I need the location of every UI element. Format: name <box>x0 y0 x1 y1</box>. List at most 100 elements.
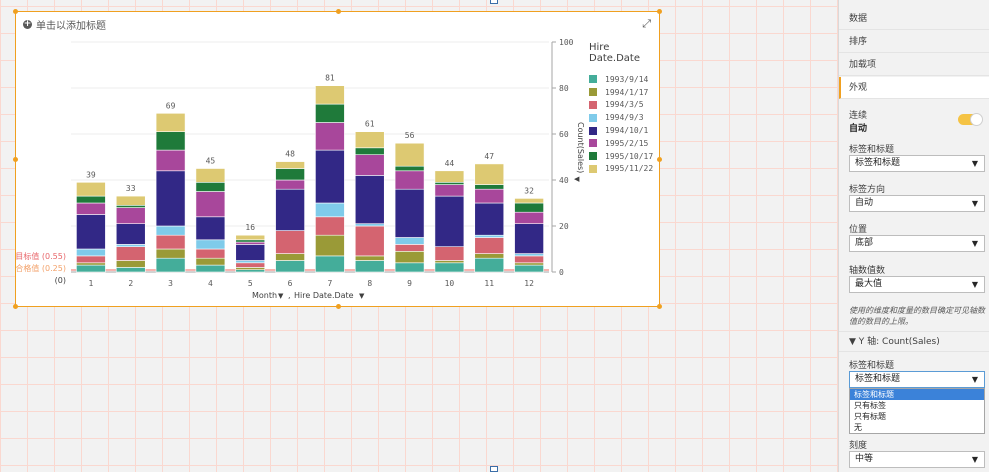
bar-segment <box>275 161 305 169</box>
continuous-toggle[interactable] <box>958 113 983 126</box>
bar-segment <box>155 257 186 273</box>
legend-item[interactable]: 1994/9/3 <box>589 111 659 124</box>
bar-chart-object[interactable]: + 单击以添加标题 ⤢ 目标值 (0.55) 合格值 (0.25) (0) 39 33… <box>13 9 662 309</box>
legend-item[interactable]: 1994/1/17 <box>589 86 659 99</box>
legend-swatch <box>589 164 597 173</box>
bar-segment <box>394 244 425 252</box>
legend-item[interactable]: 1994/3/5 <box>589 99 659 112</box>
chevron-down-icon: ▼ <box>971 280 978 289</box>
resize-handle[interactable] <box>657 157 662 162</box>
reference-line-label: 目标值 (0.55) <box>16 251 66 261</box>
bar-segment <box>76 264 106 273</box>
scale-select[interactable]: 中等 ▼ <box>849 451 985 468</box>
chevron-down-icon: ▼ <box>971 239 978 248</box>
resize-handle[interactable] <box>336 9 341 14</box>
total-label: 47 <box>484 152 494 161</box>
axis-values-select[interactable]: 最大值 ▼ <box>849 276 985 293</box>
legend-label: 1994/10/1 <box>605 126 649 136</box>
bar-segment <box>115 267 146 273</box>
continuous-label: 连续 <box>849 111 868 121</box>
position-select[interactable]: 底部 ▼ <box>849 235 985 252</box>
bar-segment <box>195 248 226 259</box>
legend-item[interactable]: 1995/10/17 <box>589 150 659 163</box>
chevron-down-icon: ▼ <box>359 292 365 300</box>
bar-segment <box>315 103 345 123</box>
sheet-canvas[interactable]: + 单击以添加标题 ⤢ 目标值 (0.55) 合格值 (0.25) (0) 39 33… <box>0 0 838 472</box>
dropdown-option[interactable]: 只有标签 <box>854 401 886 410</box>
chevron-down-icon: ▼ <box>971 199 978 208</box>
total-label: 33 <box>126 184 136 193</box>
y-labels-and-title-select[interactable]: 标签和标题 ▼ <box>849 371 985 388</box>
expand-icon[interactable]: ⤢ <box>642 17 651 30</box>
bar-segment <box>76 214 106 250</box>
labels-and-title-label: 标签和标题 <box>849 145 895 155</box>
bar-segment <box>155 248 186 259</box>
section-tab-3[interactable]: 外观 <box>839 77 989 99</box>
resize-handle[interactable] <box>13 9 18 14</box>
labels-and-title-select[interactable]: 标签和标题 ▼ <box>849 155 985 172</box>
plus-circle-icon[interactable]: + <box>23 19 32 29</box>
dropdown-option[interactable]: 无 <box>854 423 862 432</box>
bar-segment <box>514 198 544 204</box>
chart-title-row[interactable]: + 单击以添加标题 <box>23 17 106 32</box>
legend-label: 1994/1/17 <box>605 87 649 97</box>
resize-handle[interactable] <box>13 304 18 309</box>
bar-segment <box>235 267 266 270</box>
reference-lines: 目标值 (0.55) 合格值 (0.25) (0) <box>16 251 549 285</box>
legend-swatch <box>589 126 597 135</box>
bar-segment <box>474 234 505 238</box>
bar-segment <box>115 246 146 261</box>
bar-segment <box>76 195 106 204</box>
bar-segment <box>354 223 385 227</box>
bar-segment <box>315 216 345 236</box>
legend-item[interactable]: 1995/11/22 <box>589 163 659 176</box>
label-orientation-select[interactable]: 自动 ▼ <box>849 195 985 212</box>
y-labels-and-title-value: 标签和标题 <box>855 374 901 384</box>
total-label: 44 <box>445 159 455 168</box>
bar-segment <box>434 184 465 197</box>
legend-item[interactable]: 1993/9/14 <box>589 73 659 86</box>
legend-swatch <box>589 113 597 122</box>
bar-segment <box>514 255 544 264</box>
bar-segment <box>394 262 425 273</box>
x-dimension-label: Month <box>252 291 277 300</box>
x-tick-label: 1 <box>89 279 94 288</box>
y-axis-title: Count(Sales) <box>576 122 585 173</box>
legend-label: 1993/9/14 <box>605 74 649 84</box>
label-orientation-label: 标签方向 <box>849 185 886 195</box>
y-axis-section-header[interactable]: ▼ Y 轴: Count(Sales) <box>839 331 989 352</box>
bar-segment <box>514 223 544 254</box>
x-tick-label: 5 <box>248 279 253 288</box>
position-label: 位置 <box>849 225 868 235</box>
resize-handle[interactable] <box>657 304 662 309</box>
legend-item[interactable]: 1994/10/1 <box>589 124 659 137</box>
legend-swatch <box>589 152 597 161</box>
resize-handle[interactable] <box>13 157 18 162</box>
section-tab-0[interactable]: 数据 <box>839 8 989 30</box>
bar-segment <box>195 216 226 241</box>
bar-segment <box>474 188 505 204</box>
bar-segment <box>315 85 345 105</box>
legend-label: 1995/11/22 <box>605 164 654 174</box>
dropdown-option[interactable]: 标签和标题 <box>850 389 984 400</box>
section-tab-1[interactable]: 排序 <box>839 31 989 53</box>
total-label: 56 <box>405 131 415 140</box>
total-label: 45 <box>206 157 216 166</box>
section-tab-2[interactable]: 加载项 <box>839 54 989 76</box>
total-label: 16 <box>245 223 255 232</box>
bar-segment <box>155 131 186 151</box>
resize-handle[interactable] <box>336 304 341 309</box>
bar-segment <box>394 188 425 238</box>
bar-segment <box>235 234 266 241</box>
legend-label: 1995/2/15 <box>605 138 649 148</box>
chart-title-placeholder[interactable]: 单击以添加标题 <box>36 21 106 32</box>
canvas-bottom-handle[interactable] <box>490 466 498 472</box>
toggle-knob[interactable] <box>970 113 983 126</box>
bar-segment <box>115 207 146 225</box>
legend-item[interactable]: 1995/2/15 <box>589 137 659 150</box>
sort-arrow-icon: ◀ <box>574 175 580 183</box>
resize-handle[interactable] <box>657 9 662 14</box>
bar-segment <box>315 149 345 204</box>
canvas-top-handle[interactable] <box>490 0 498 4</box>
dropdown-option[interactable]: 只有标题 <box>854 412 886 421</box>
